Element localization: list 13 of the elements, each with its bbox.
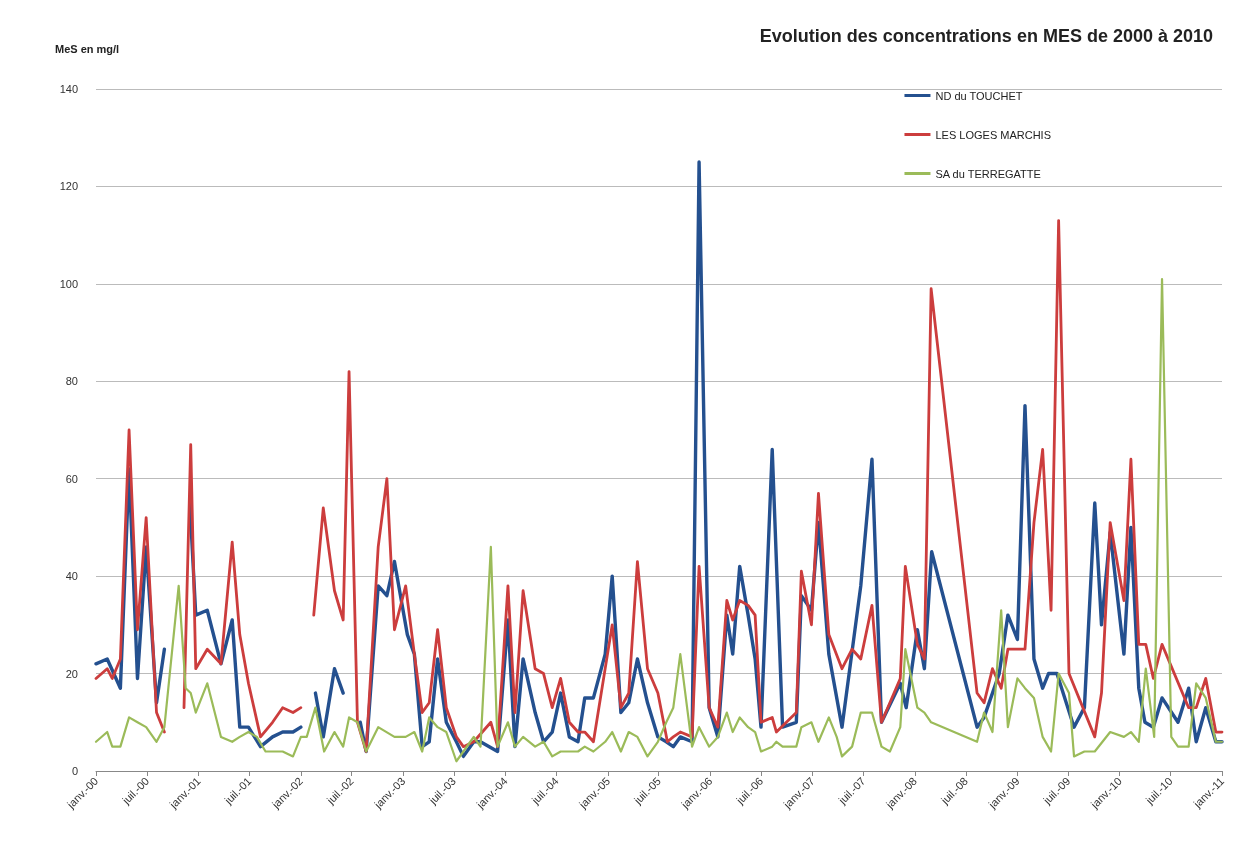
y-tick-label: 140	[59, 83, 78, 95]
y-tick-label: 100	[59, 277, 78, 290]
y-tick-label: 60	[65, 472, 78, 485]
legend-label: SA du TERREGATTE	[935, 167, 1041, 180]
legend-label: LES LOGES MARCHIS	[935, 128, 1052, 141]
y-axis-title: MeS en mg/l	[55, 42, 120, 55]
y-tick-label: 80	[65, 375, 78, 388]
legend-label: ND du TOUCHET	[935, 89, 1023, 102]
y-tick-label: 40	[65, 570, 78, 583]
chart-title: Evolution des concentrations en MES de 2000 à 2010	[759, 26, 1213, 46]
y-tick-label: 20	[65, 667, 78, 680]
y-tick-label: 120	[59, 180, 78, 193]
y-tick-label: 0	[71, 765, 78, 777]
